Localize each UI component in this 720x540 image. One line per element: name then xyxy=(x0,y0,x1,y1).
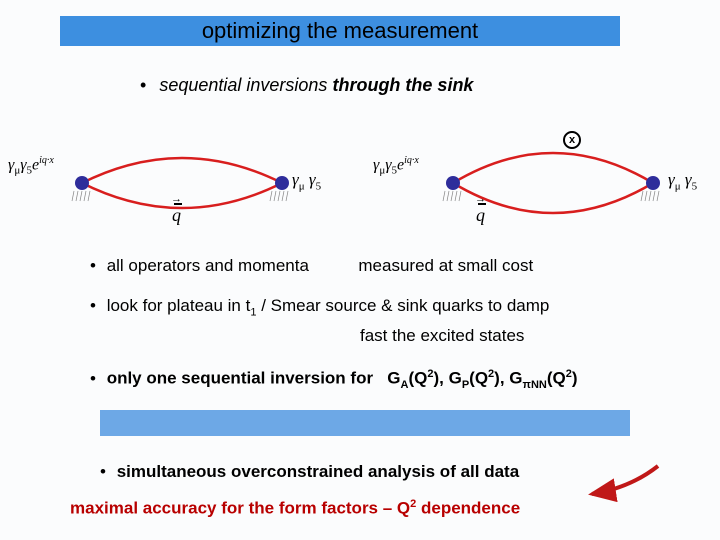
title-bar: optimizing the measurement xyxy=(60,16,620,46)
fast-text: fast the excited states xyxy=(360,326,524,345)
g-pnn: G xyxy=(509,369,522,388)
diagram-right: x γμγ5eiq·x →q γμ γ5 xyxy=(368,115,708,225)
red-arrow-icon xyxy=(580,460,670,510)
close-a: ), xyxy=(433,369,443,388)
one-a: only one sequential inversion for xyxy=(107,369,373,388)
diagram-left: γμγ5eiq·x →q γμ γ5 xyxy=(12,115,342,225)
q2-a: (Q xyxy=(408,369,427,388)
title-text: optimizing the measurement xyxy=(202,18,478,44)
line-simultaneous: • simultaneous overconstrained analysis … xyxy=(100,462,519,482)
bullet-sequential: • sequential inversions through the sink xyxy=(140,75,473,96)
close-b: ), xyxy=(494,369,504,388)
highlight-bar xyxy=(100,410,630,436)
bullet-dot-icon-4: • xyxy=(90,369,96,388)
maxacc-a: maximal accuracy for the form factors – … xyxy=(70,499,410,518)
bullet-dot-icon-3: • xyxy=(90,296,96,315)
ops-a: all operators and momenta xyxy=(107,256,309,275)
g-p: G xyxy=(449,369,462,388)
hatching-left xyxy=(12,115,342,225)
g-pnn-sub: πNN xyxy=(523,379,547,391)
plateau-a: look for plateau in t xyxy=(107,296,251,315)
bullet-dot-icon: • xyxy=(140,75,146,95)
maxacc-tail: dependence xyxy=(416,499,520,518)
ops-b: measured at small cost xyxy=(358,256,533,275)
bullet-seq-text: sequential inversions xyxy=(159,75,327,95)
close-c: ) xyxy=(572,369,578,388)
bullet-seq-bold: through the sink xyxy=(332,75,473,95)
line-plateau: • look for plateau in t1 / Smear source … xyxy=(90,296,549,318)
plateau-rest: / Smear source & sink quarks to damp xyxy=(256,296,549,315)
hatching-right xyxy=(368,115,708,225)
bullet-dot-icon-5: • xyxy=(100,462,106,481)
line-one-inversion: • only one sequential inversion for GA(Q… xyxy=(90,368,578,391)
simul-text: simultaneous overconstrained analysis of… xyxy=(117,462,519,481)
bullet-dot-icon-2: • xyxy=(90,256,96,275)
q2-b: (Q xyxy=(469,369,488,388)
line-all-operators: • all operators and momenta measured at … xyxy=(90,256,533,276)
slide-root: optimizing the measurement • sequential … xyxy=(0,0,720,540)
q2-c: (Q xyxy=(547,369,566,388)
line-maximal-accuracy: maximal accuracy for the form factors – … xyxy=(70,498,520,519)
line-fast: fast the excited states xyxy=(360,326,524,346)
g-a: G xyxy=(387,369,400,388)
